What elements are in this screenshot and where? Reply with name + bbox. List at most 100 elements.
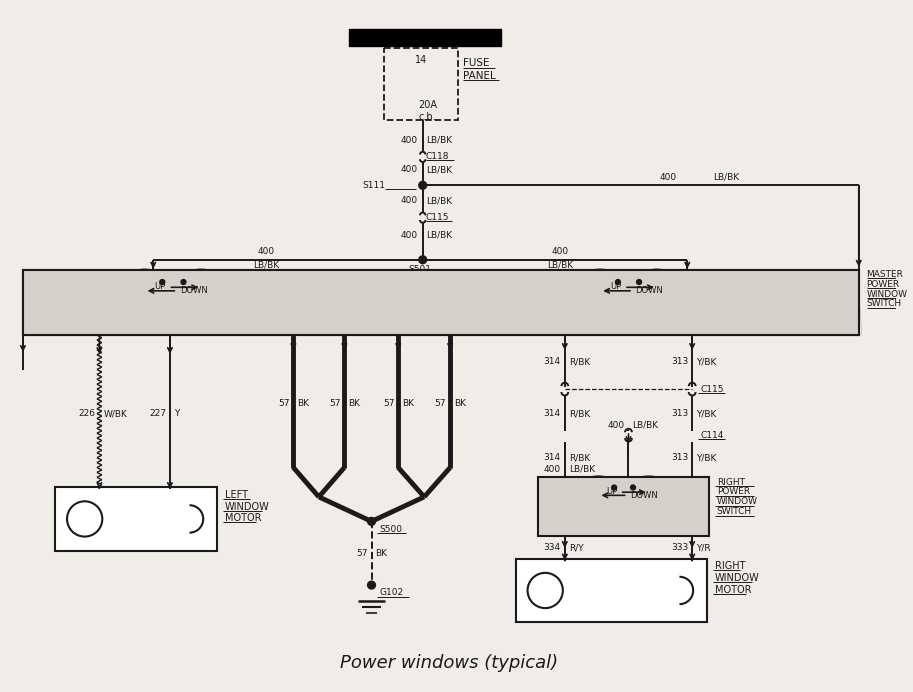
Text: 57: 57 [435, 399, 446, 408]
Bar [56, 487, 217, 551]
Text: C118: C118 [425, 152, 449, 161]
Text: BK: BK [454, 399, 466, 408]
Circle shape [419, 256, 426, 264]
Circle shape [612, 485, 616, 490]
Text: LB/BK: LB/BK [425, 197, 452, 206]
Text: 400: 400 [401, 197, 418, 206]
Text: 400: 400 [401, 230, 418, 239]
Bar [23, 270, 859, 335]
Text: Y: Y [173, 409, 179, 418]
Text: SWITCH: SWITCH [717, 507, 751, 516]
Text: BK: BK [402, 399, 415, 408]
Bar [23, 270, 859, 335]
Text: S501: S501 [408, 265, 431, 274]
Circle shape [631, 485, 635, 490]
Text: MOTOR: MOTOR [715, 585, 751, 595]
Text: Power windows (typical): Power windows (typical) [340, 655, 558, 673]
Text: BK: BK [298, 399, 310, 408]
Text: R/BK: R/BK [569, 453, 590, 462]
Text: HOT IN ACCY OR RUN: HOT IN ACCY OR RUN [371, 33, 479, 42]
Circle shape [528, 573, 562, 608]
Text: WINDOW: WINDOW [225, 502, 269, 511]
Circle shape [636, 280, 642, 284]
Text: 14: 14 [415, 55, 427, 65]
Text: FUSE: FUSE [463, 58, 489, 68]
Circle shape [160, 280, 164, 284]
Text: MASTER: MASTER [866, 270, 904, 279]
Text: UP: UP [606, 487, 617, 496]
Text: 20A: 20A [418, 100, 437, 110]
Text: WINDOW: WINDOW [717, 498, 758, 507]
Text: POWER: POWER [866, 280, 899, 289]
Bar [516, 558, 707, 622]
Text: R/BK: R/BK [569, 357, 590, 366]
Text: M: M [79, 513, 91, 525]
Text: Y/BK: Y/BK [696, 357, 717, 366]
Text: R/BK: R/BK [569, 409, 590, 418]
Text: WINDOW: WINDOW [866, 289, 908, 298]
Text: Y/R: Y/R [696, 543, 710, 552]
Text: SWITCH: SWITCH [866, 300, 902, 309]
Circle shape [67, 501, 102, 536]
Text: DOWN: DOWN [630, 491, 657, 500]
Text: LB/BK: LB/BK [569, 465, 595, 474]
Text: c.b.: c.b. [419, 111, 436, 122]
Text: Y/BK: Y/BK [696, 453, 717, 462]
Text: 314: 314 [544, 409, 561, 418]
Text: LB/BK: LB/BK [713, 173, 740, 182]
Text: LB/BK: LB/BK [633, 421, 658, 430]
Text: POWER: POWER [717, 487, 750, 496]
Text: 400: 400 [401, 165, 418, 174]
Text: 333: 333 [671, 543, 688, 552]
Text: LB/BK: LB/BK [425, 136, 452, 145]
Bar [350, 28, 501, 46]
Text: PANEL: PANEL [463, 71, 496, 80]
Circle shape [368, 518, 375, 525]
Text: LB/BK: LB/BK [547, 260, 573, 269]
Text: 400: 400 [659, 173, 677, 182]
Text: M: M [539, 584, 551, 597]
Text: 57: 57 [356, 549, 368, 558]
Text: LB/BK: LB/BK [253, 260, 279, 269]
Bar [383, 48, 458, 120]
Circle shape [181, 280, 186, 284]
Text: Y/BK: Y/BK [696, 409, 717, 418]
Text: S500: S500 [380, 525, 403, 534]
Text: G102: G102 [380, 588, 404, 597]
Circle shape [368, 581, 375, 589]
Circle shape [419, 181, 426, 189]
Text: DOWN: DOWN [635, 286, 664, 295]
Text: 314: 314 [544, 357, 561, 366]
Text: RIGHT: RIGHT [715, 561, 745, 572]
Text: 57: 57 [278, 399, 289, 408]
Text: W/BK: W/BK [103, 409, 127, 418]
Text: DOWN: DOWN [180, 286, 207, 295]
Text: 400: 400 [544, 465, 561, 474]
Text: 400: 400 [607, 421, 624, 430]
Text: RIGHT: RIGHT [717, 477, 745, 486]
Text: 313: 313 [671, 453, 688, 462]
Text: LB/BK: LB/BK [425, 230, 452, 239]
Text: 400: 400 [401, 136, 418, 145]
Text: MOTOR: MOTOR [225, 513, 261, 523]
Text: LEFT: LEFT [225, 490, 247, 500]
Text: 334: 334 [544, 543, 561, 552]
Text: S111: S111 [362, 181, 385, 190]
Text: 314: 314 [544, 453, 561, 462]
Text: UP: UP [154, 282, 166, 291]
Text: UP: UP [610, 282, 622, 291]
Text: 400: 400 [257, 248, 275, 257]
Text: BK: BK [348, 399, 361, 408]
Text: BK: BK [375, 549, 387, 558]
Text: LB/BK: LB/BK [425, 165, 452, 174]
Text: 57: 57 [383, 399, 394, 408]
Bar [539, 477, 708, 536]
Circle shape [615, 280, 620, 284]
Text: 227: 227 [149, 409, 166, 418]
Text: 400: 400 [551, 248, 569, 257]
Text: R/Y: R/Y [569, 543, 583, 552]
Text: 313: 313 [671, 357, 688, 366]
Text: C114: C114 [700, 430, 723, 439]
Text: C115: C115 [425, 213, 449, 222]
Text: WINDOW: WINDOW [715, 573, 760, 583]
